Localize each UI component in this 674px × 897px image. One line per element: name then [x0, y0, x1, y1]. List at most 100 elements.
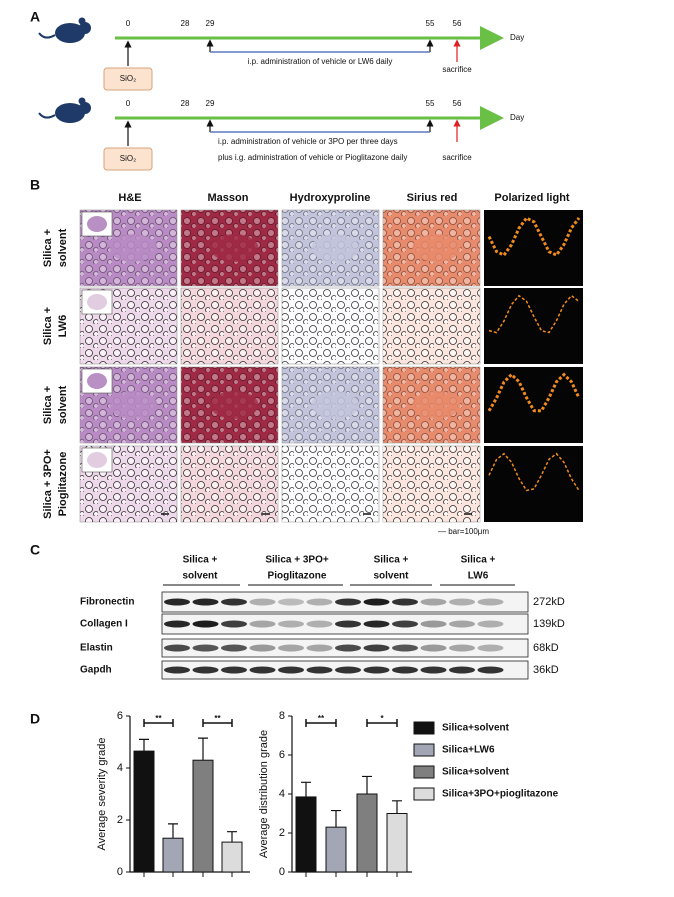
group-label: LW6 — [468, 571, 489, 582]
day-label: 29 — [206, 99, 215, 108]
lesion — [412, 391, 461, 419]
panel-a: A Day 0 28 29 55 56 SiO₂ i.p. administration of … — [30, 9, 524, 171]
band — [192, 666, 219, 674]
band — [477, 666, 504, 674]
column-header: Sirius red — [407, 192, 458, 204]
treatment-note: i.p. administration of vehicle or 3PO pe… — [218, 137, 398, 146]
band — [278, 666, 304, 674]
lesion — [109, 391, 158, 419]
significance-label: * — [380, 714, 384, 723]
row-label: Pioglitazone — [57, 452, 69, 517]
band — [420, 598, 447, 606]
band — [164, 666, 190, 674]
mouse-icon — [78, 17, 86, 25]
inset-tissue — [87, 452, 107, 468]
legend-label: Silica+3PO+pioglitazone — [442, 789, 559, 800]
row-label: solvent — [57, 228, 69, 267]
end-label: sacrifice — [442, 65, 472, 74]
micrograph-texture — [383, 446, 480, 522]
exposure-box — [103, 67, 153, 91]
column-header: H&E — [118, 192, 141, 204]
error-bar — [362, 775, 372, 794]
y-axis-label: Average distribution grade — [258, 730, 270, 858]
panel-b: B H&E Masson Hydroxyproline Sirius red Polari… — [30, 177, 583, 536]
lesion — [210, 234, 259, 262]
mouse-icon — [55, 23, 85, 43]
micrograph-texture — [181, 288, 278, 364]
band — [477, 644, 504, 652]
band — [449, 666, 475, 674]
day-label: 28 — [181, 99, 190, 108]
significance-bracket — [305, 719, 337, 727]
scale-label: — bar=100μm — [438, 527, 489, 536]
micrograph-texture — [282, 288, 379, 364]
significance-label: ** — [318, 714, 325, 723]
mouse-icon — [79, 22, 91, 34]
micrograph — [484, 288, 583, 364]
y-tick-label: 2 — [279, 827, 285, 839]
bar — [221, 841, 243, 873]
band — [221, 620, 247, 628]
band — [363, 666, 390, 674]
band — [420, 666, 447, 674]
band — [221, 666, 247, 674]
birefringence — [488, 452, 580, 492]
panel-c: C Silica + solvent Silica + 3PO+ Pioglitazon… — [30, 542, 565, 680]
y-tick-label: 8 — [279, 710, 285, 722]
lesion — [210, 391, 259, 419]
band — [392, 598, 418, 606]
group-label: Silica + 3PO+ — [265, 555, 329, 566]
protein-label: Collagen I — [80, 619, 128, 630]
y-tick-label: 4 — [117, 762, 123, 774]
micrograph — [484, 367, 583, 443]
legend-swatch — [413, 787, 435, 801]
inset-tissue — [87, 294, 107, 310]
day-axis-label: Day — [510, 33, 524, 42]
panel-label: A — [30, 9, 40, 25]
exposure-box — [103, 147, 153, 171]
band — [164, 598, 190, 606]
legend-swatch — [413, 743, 435, 757]
band — [363, 598, 390, 606]
column-header: Hydroxyproline — [290, 192, 371, 204]
row-label: Silica + — [42, 229, 54, 267]
group-label: Silica + — [183, 555, 218, 566]
legend-swatch — [413, 721, 435, 735]
mouse-icon — [38, 112, 56, 119]
size-label: 68kD — [533, 642, 559, 654]
y-tick-label: 6 — [279, 749, 285, 761]
band — [221, 598, 247, 606]
end-label: sacrifice — [442, 153, 472, 162]
y-tick-label: 4 — [279, 788, 285, 800]
size-label: 272kD — [533, 596, 565, 608]
day-label: 0 — [126, 19, 131, 28]
row-label: solvent — [57, 385, 69, 424]
band — [335, 620, 361, 628]
inset-tissue — [87, 216, 107, 232]
y-tick-label: 2 — [117, 814, 123, 826]
column-header: Masson — [208, 192, 249, 204]
micrograph-texture — [282, 446, 379, 522]
y-tick-label: 6 — [117, 710, 123, 722]
row-label: Silica + — [42, 386, 54, 424]
size-label: 139kD — [533, 618, 565, 630]
legend-label: Silica+solvent — [442, 767, 510, 778]
y-axis-label: Average severity grade — [96, 738, 108, 851]
panel-label: C — [30, 542, 40, 558]
significance-label: ** — [214, 714, 221, 723]
exposure-label: SiO₂ — [120, 154, 136, 163]
band — [477, 620, 504, 628]
row-label: Silica + — [42, 307, 54, 345]
bar — [386, 813, 408, 873]
lesion — [109, 234, 158, 262]
band — [192, 644, 219, 652]
exposure-label: SiO₂ — [120, 74, 136, 83]
error-bar — [168, 823, 178, 839]
error-bar — [198, 737, 208, 761]
inset-tissue — [87, 373, 107, 389]
significance-bracket — [202, 719, 233, 727]
significance-label: ** — [155, 714, 162, 723]
error-bar — [227, 831, 237, 843]
band — [164, 620, 190, 628]
band — [392, 644, 418, 652]
